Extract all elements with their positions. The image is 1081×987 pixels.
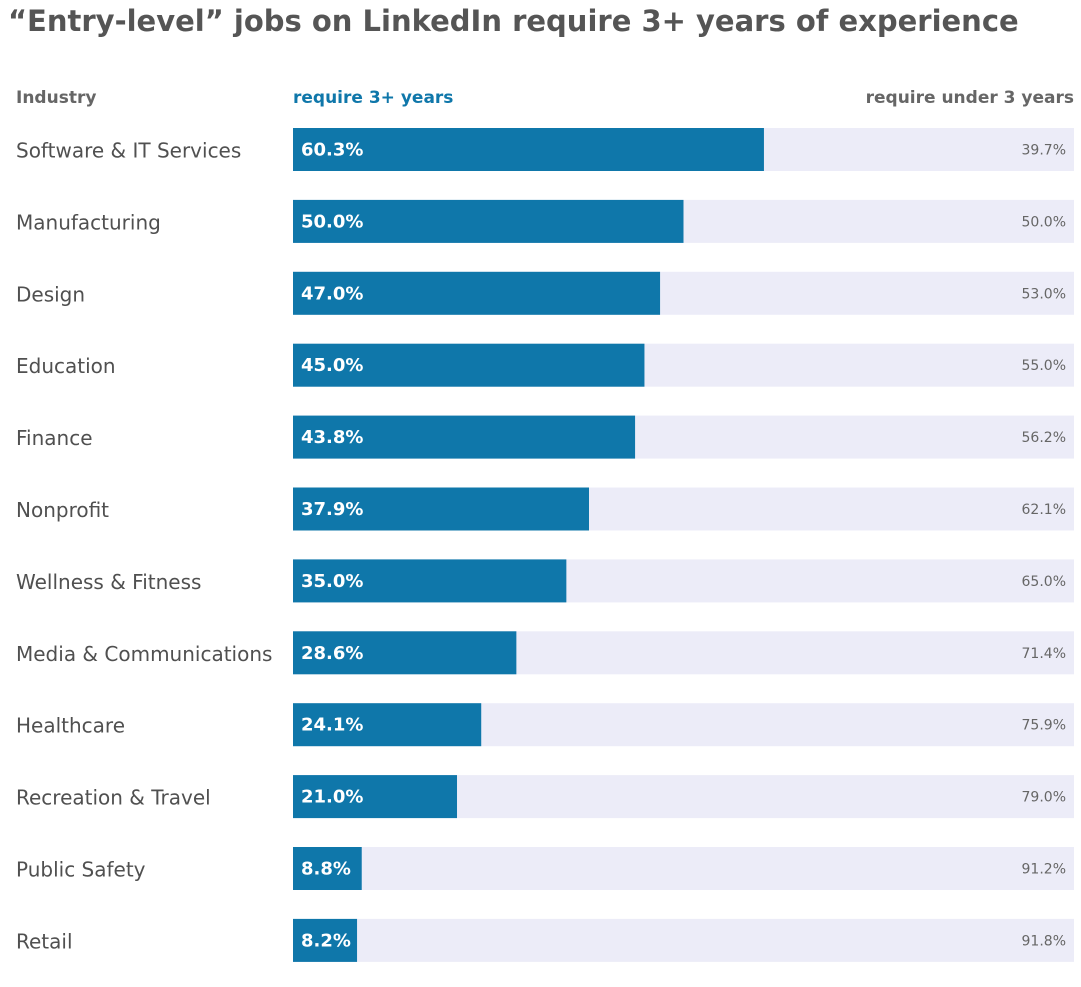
data-label-require-3-plus-recreation-and-travel: 21.0% (301, 787, 363, 808)
bar-rows: Software & IT Services 60.3% 39.7% Manufact… (16, 128, 1074, 962)
data-label-require-under-3-manufacturing: 50.0% (1022, 214, 1066, 230)
category-label-retail: Retail (16, 929, 73, 953)
category-label-software-and-it-services: Software & IT Services (16, 139, 241, 163)
data-label-require-under-3-design: 53.0% (1022, 286, 1066, 302)
bar-require-3-plus-media-and-communications (293, 631, 517, 675)
data-label-require-under-3-finance: 56.2% (1022, 430, 1066, 446)
data-label-require-under-3-education: 55.0% (1022, 358, 1066, 374)
category-label-media-and-communications: Media & Communications (16, 642, 272, 666)
data-label-require-3-plus-healthcare: 24.1% (301, 715, 363, 736)
data-label-require-3-plus-education: 45.0% (301, 355, 363, 376)
bar-require-3-plus-healthcare (293, 703, 482, 747)
category-label-education: Education (16, 354, 116, 378)
bar-require-3-plus-retail (293, 918, 358, 962)
bar-require-3-plus-design (293, 271, 661, 315)
data-label-require-3-plus-finance: 43.8% (301, 427, 363, 448)
data-label-require-3-plus-nonprofit: 37.9% (301, 499, 363, 520)
data-label-require-under-3-retail: 91.8% (1022, 933, 1066, 949)
bar-require-3-plus-nonprofit (293, 487, 589, 531)
legend-label-require-under-3: require under 3 years (866, 88, 1074, 108)
bar-remainder-retail (293, 918, 1074, 962)
category-label-finance: Finance (16, 426, 93, 450)
bar-require-3-plus-manufacturing (293, 199, 684, 243)
data-label-require-3-plus-public-safety: 8.8% (301, 859, 351, 880)
bar-require-3-plus-recreation-and-travel (293, 775, 458, 819)
data-label-require-under-3-recreation-and-travel: 79.0% (1022, 790, 1066, 806)
data-label-require-under-3-software-and-it-services: 39.7% (1022, 143, 1066, 159)
category-label-nonprofit: Nonprofit (16, 498, 109, 522)
category-label-wellness-and-fitness: Wellness & Fitness (16, 570, 201, 594)
column-header-industry: Industry (16, 88, 96, 108)
data-label-require-under-3-media-and-communications: 71.4% (1022, 646, 1066, 662)
data-label-require-3-plus-retail: 8.2% (301, 930, 351, 951)
data-label-require-3-plus-design: 47.0% (301, 283, 363, 304)
data-label-require-3-plus-wellness-and-fitness: 35.0% (301, 571, 363, 592)
category-label-recreation-and-travel: Recreation & Travel (16, 786, 211, 810)
data-label-require-under-3-wellness-and-fitness: 65.0% (1022, 574, 1066, 590)
bar-require-3-plus-software-and-it-services (293, 128, 764, 171)
data-label-require-3-plus-software-and-it-services: 60.3% (301, 140, 363, 161)
category-label-design: Design (16, 282, 85, 306)
category-label-healthcare: Healthcare (16, 714, 125, 738)
data-label-require-under-3-healthcare: 75.9% (1022, 718, 1066, 734)
category-label-public-safety: Public Safety (16, 858, 146, 882)
bar-require-3-plus-public-safety (293, 847, 362, 890)
data-label-require-3-plus-media-and-communications: 28.6% (301, 643, 363, 664)
data-label-require-3-plus-manufacturing: 50.0% (301, 211, 363, 232)
legend-label-require-3-plus: require 3+ years (293, 88, 453, 108)
category-label-manufacturing: Manufacturing (16, 210, 161, 234)
bar-require-3-plus-finance (293, 415, 636, 459)
chart-title: “Entry-level” jobs on LinkedIn require 3… (8, 4, 1019, 38)
bar-remainder-public-safety (293, 847, 1074, 890)
bar-require-3-plus-wellness-and-fitness (293, 559, 567, 603)
data-label-require-under-3-public-safety: 91.2% (1022, 862, 1066, 878)
data-label-require-under-3-nonprofit: 62.1% (1022, 502, 1066, 518)
bar-require-3-plus-education (293, 343, 645, 387)
